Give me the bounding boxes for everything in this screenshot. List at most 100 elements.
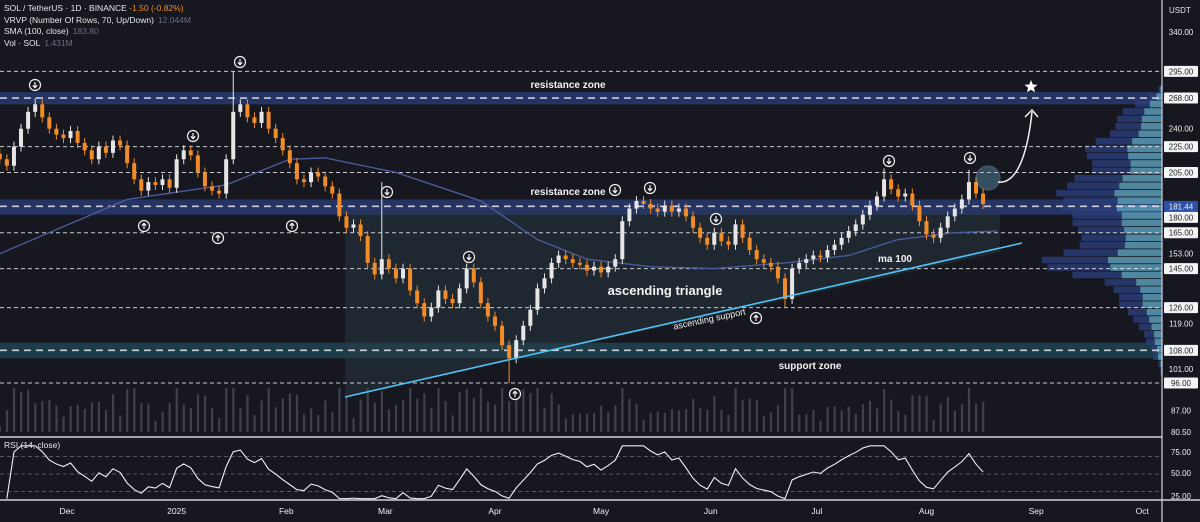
- volume-bar: [55, 405, 58, 432]
- volume-bar: [147, 403, 150, 432]
- candle: [592, 261, 597, 276]
- time-axis-label[interactable]: Aug: [919, 506, 934, 516]
- candle-body: [712, 232, 717, 245]
- price-label-box: [1164, 227, 1198, 239]
- volume-profile-bar-down: [1122, 108, 1145, 115]
- candle: [415, 285, 420, 309]
- candle-body: [26, 111, 31, 129]
- volume-bar: [784, 388, 787, 432]
- candle: [790, 263, 795, 304]
- candle: [61, 129, 66, 144]
- price-axis-label[interactable]: 180.00: [1164, 211, 1198, 223]
- candle: [882, 168, 887, 202]
- candle: [627, 203, 632, 227]
- legend-symbol-row[interactable]: SOL / TetherUS · 1D · BINANCE -1.50 (-0.…: [4, 3, 191, 15]
- price-label-text: 101.00: [1169, 365, 1194, 374]
- volume-bar: [331, 412, 334, 432]
- marker-arrow: [215, 234, 221, 241]
- volume-bar: [5, 410, 9, 432]
- legend-vrvp-row[interactable]: VRVP (Number Of Rows, 70, Up/Down) 12.044…: [4, 15, 191, 27]
- rsi-axis-label[interactable]: 75.00: [1171, 448, 1192, 457]
- candle: [358, 219, 363, 242]
- volume-profile-bar-down: [1119, 301, 1143, 308]
- candle: [860, 209, 865, 230]
- price-axis-label[interactable]: 268.00: [1164, 92, 1198, 104]
- candle: [867, 200, 872, 220]
- volume-bar: [34, 403, 37, 432]
- volume-bar: [140, 403, 143, 432]
- time-axis-label[interactable]: Jul: [811, 506, 822, 516]
- candle: [698, 222, 703, 243]
- price-label-box: [1164, 344, 1198, 356]
- price-axis-label[interactable]: 108.00: [1164, 344, 1198, 356]
- time-axis-label[interactable]: Oct: [1136, 506, 1150, 516]
- candle: [641, 195, 646, 210]
- price-axis-label[interactable]: 225.00: [1164, 141, 1198, 153]
- price-axis-label[interactable]: 340.00: [1169, 28, 1194, 37]
- volume-bar: [345, 397, 348, 432]
- time-axis-label[interactable]: May: [593, 506, 610, 516]
- time-axis-label[interactable]: Dec: [59, 506, 75, 516]
- volume-profile-bar-down: [1133, 316, 1150, 323]
- candle: [110, 135, 115, 158]
- volume-profile-bar-up: [1141, 123, 1162, 130]
- time-axis-label[interactable]: 2025: [167, 506, 186, 516]
- price-axis-label[interactable]: 119.00: [1169, 319, 1193, 328]
- candle: [210, 181, 215, 196]
- candle: [379, 182, 384, 280]
- volume-profile-bar-down: [1158, 85, 1161, 93]
- price-axis-label[interactable]: 240.00: [1169, 125, 1194, 134]
- price-axis-label[interactable]: 165.00: [1164, 227, 1198, 239]
- candle: [153, 177, 158, 190]
- price-axis-label[interactable]: 205.00: [1164, 166, 1198, 178]
- candle: [464, 263, 469, 294]
- currency-label[interactable]: USDT: [1168, 6, 1192, 15]
- price-axis-label[interactable]: 96.00: [1164, 377, 1198, 389]
- candle-body: [436, 290, 441, 308]
- volume-bar: [288, 393, 292, 432]
- price-label-text: 145.00: [1169, 265, 1194, 274]
- candle: [492, 311, 497, 331]
- volume-bar: [946, 397, 949, 432]
- volume-profile-bar-down: [1110, 130, 1139, 138]
- price-axis-label[interactable]: 101.00: [1169, 365, 1194, 374]
- candle: [26, 106, 31, 134]
- candle: [82, 137, 87, 156]
- price-axis-label[interactable]: 126.00: [1164, 302, 1198, 314]
- rsi-axis-label[interactable]: 25.00: [1171, 492, 1192, 501]
- time-axis-label[interactable]: Feb: [279, 506, 294, 516]
- marker-arrow: [384, 189, 390, 196]
- arrow-down-marker-icon: [882, 154, 896, 168]
- volume-bar: [925, 395, 928, 432]
- candle: [896, 184, 901, 202]
- price-axis-label[interactable]: 145.00: [1164, 263, 1198, 275]
- price-axis-label[interactable]: 153.00: [1169, 250, 1194, 259]
- candle: [811, 250, 816, 265]
- time-axis-label[interactable]: Mar: [378, 506, 393, 516]
- volume-profile-bar-down: [1081, 234, 1126, 242]
- price-axis-label[interactable]: 181.44: [1164, 200, 1198, 212]
- volume-bar: [982, 401, 985, 432]
- volume-profile-bar-down: [1127, 308, 1147, 316]
- volume-profile-bar-down: [1160, 368, 1162, 375]
- rsi-title[interactable]: RSI (14, close): [4, 440, 61, 450]
- price-axis-label[interactable]: 87.00: [1171, 406, 1192, 415]
- candle: [47, 112, 52, 134]
- rsi-axis-label[interactable]: 50.00: [1171, 469, 1192, 478]
- time-axis-label[interactable]: Apr: [488, 506, 501, 516]
- volume-profile-bar-down: [1149, 93, 1157, 100]
- time-axis-label[interactable]: Sep: [1029, 506, 1044, 516]
- volume-profile-bar-down: [1158, 360, 1161, 368]
- price-label-text: 181.44: [1169, 202, 1194, 211]
- legend-sma-row[interactable]: SMA (100, close) 183.80: [4, 26, 191, 38]
- volume-bar: [267, 388, 270, 432]
- volume-profile-bar-down: [1092, 160, 1131, 167]
- volume-profile-bar-up: [1144, 108, 1162, 115]
- candle: [245, 99, 250, 123]
- legend-vol-row[interactable]: Vol · SOL 1.431M: [4, 38, 191, 50]
- time-axis-label[interactable]: Jun: [704, 506, 718, 516]
- candle-body: [860, 214, 865, 225]
- price-axis-label[interactable]: 295.00: [1164, 65, 1198, 77]
- price-axis-label[interactable]: 80.50: [1171, 428, 1192, 437]
